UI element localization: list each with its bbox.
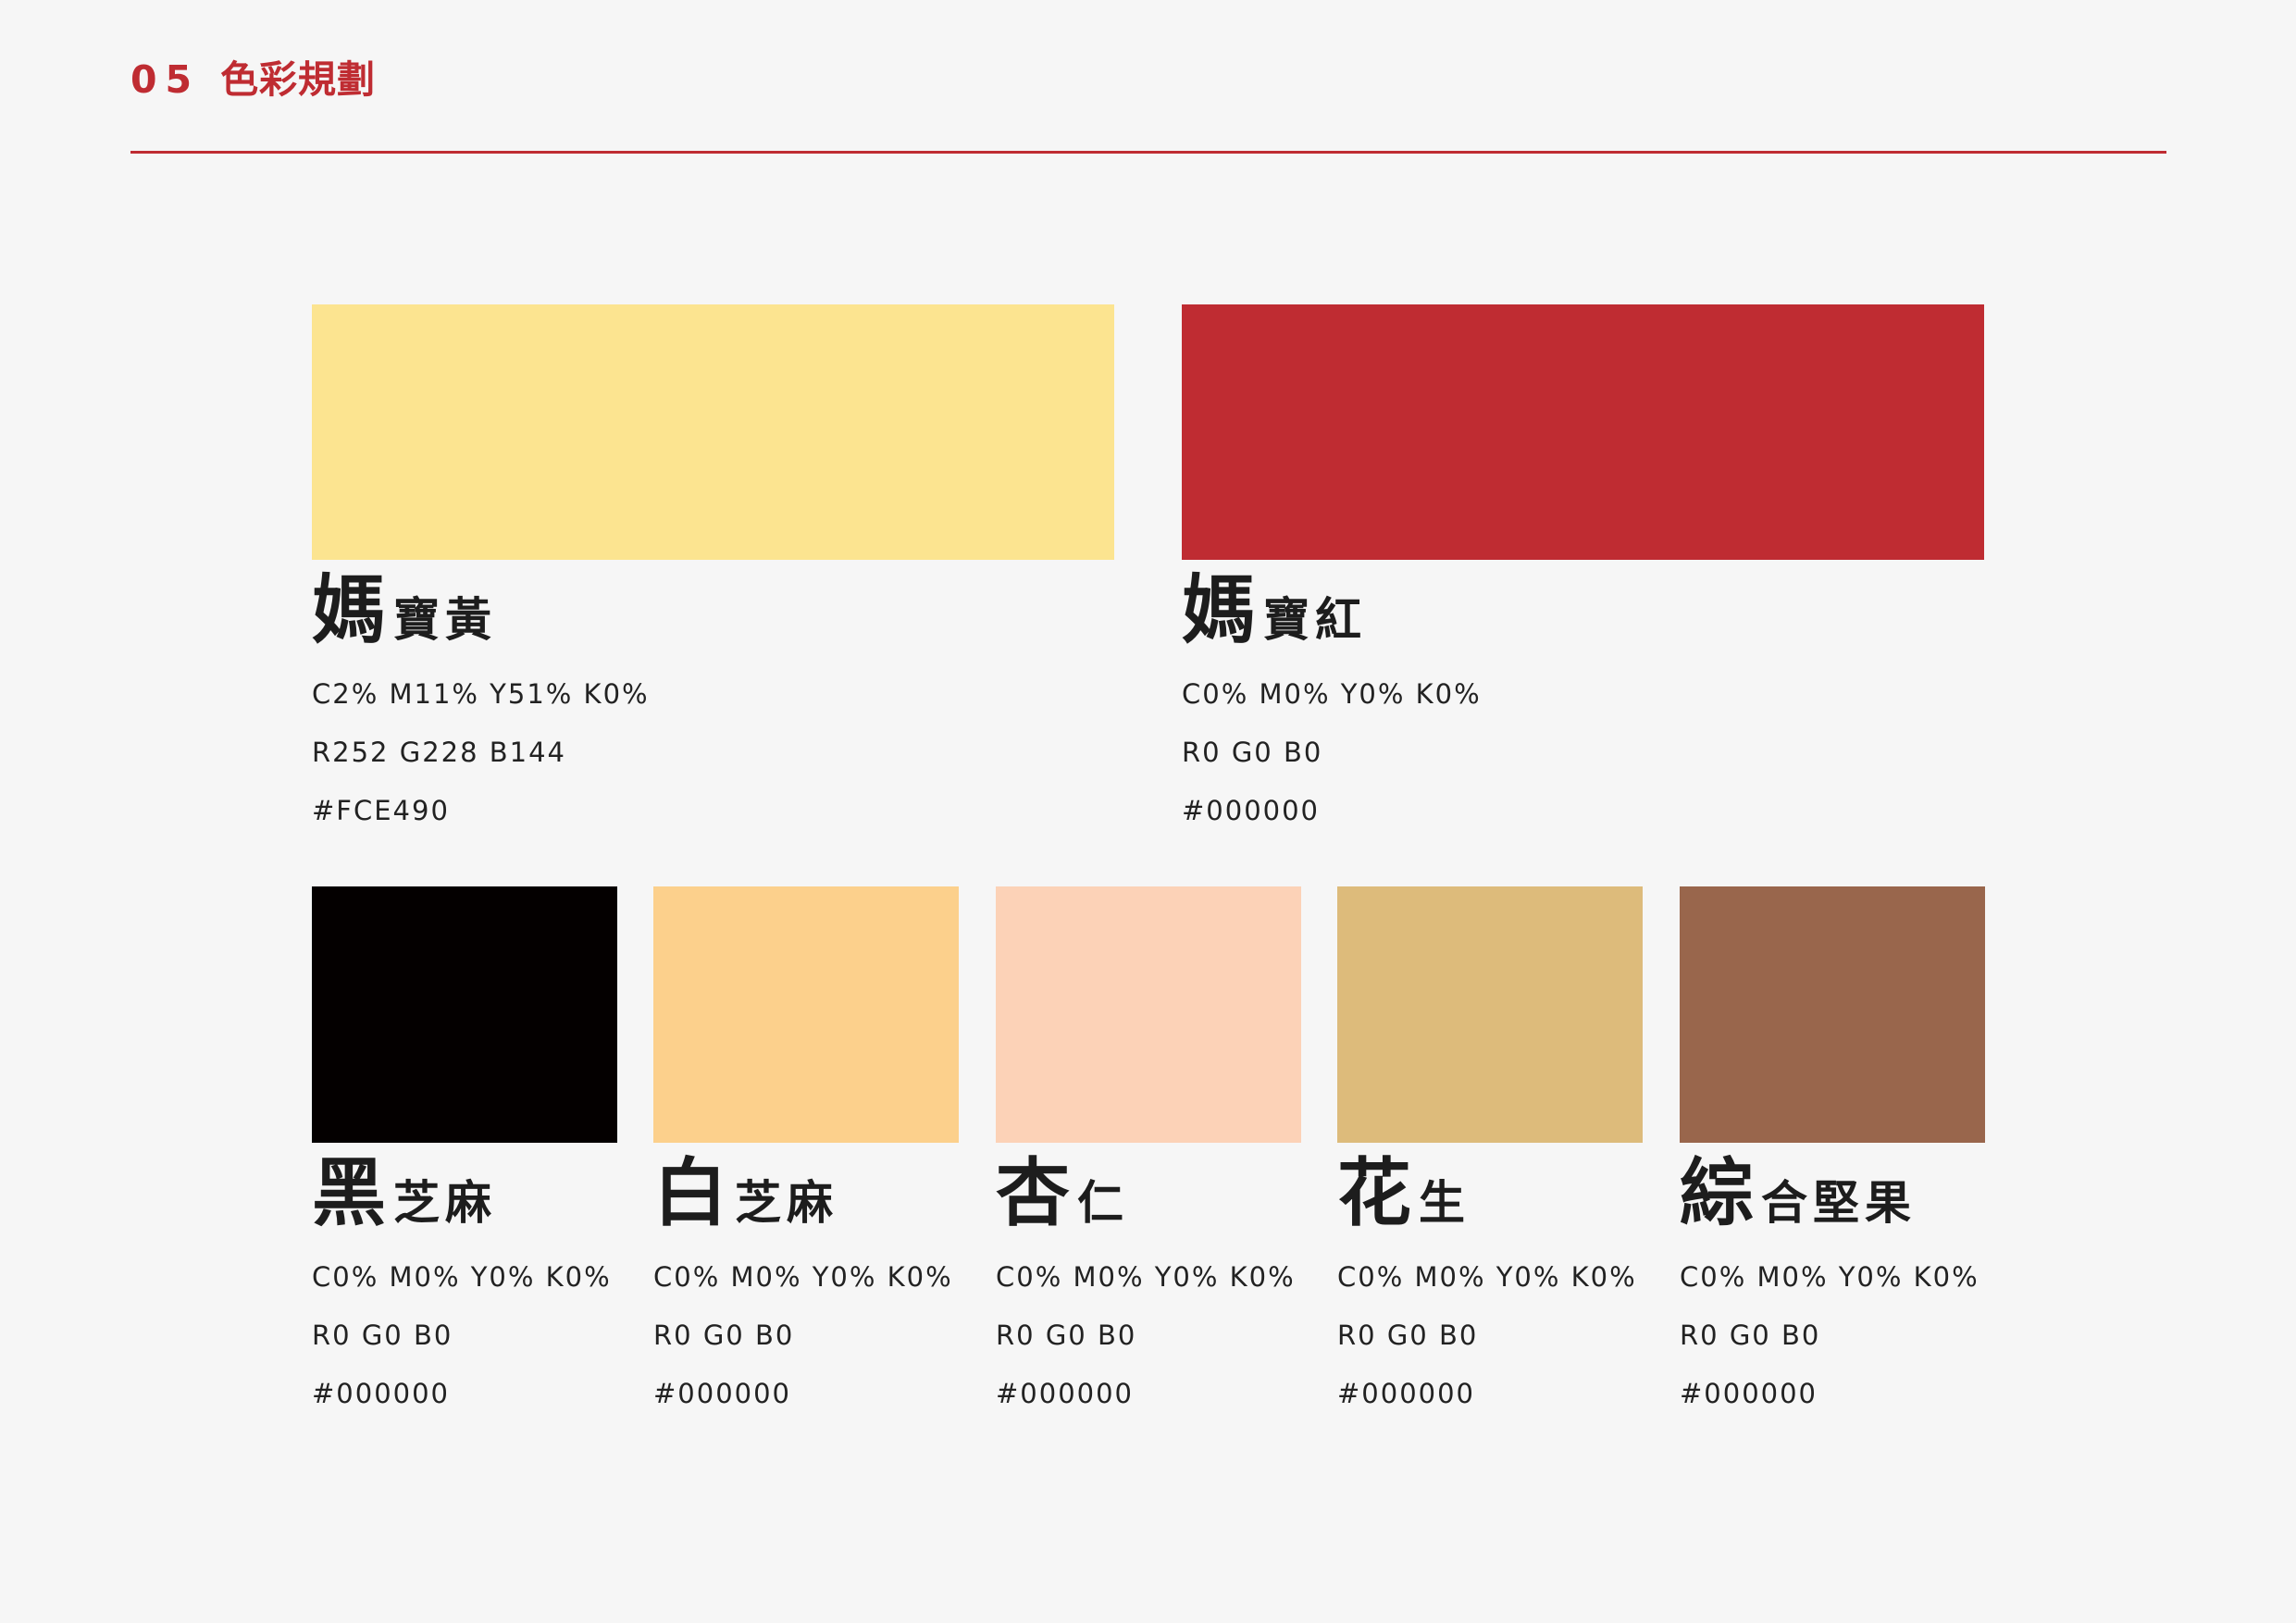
- hex-value: #000000: [1182, 795, 1321, 826]
- color-card-primary-red: 媽寶紅 C0% M0% Y0% K0% R0 G0 B0 #000000: [1182, 304, 1984, 840]
- color-card-black-sesame: 黑芝麻 C0% M0% Y0% K0% R0 G0 B0 #000000: [312, 886, 617, 1423]
- cmyk-value: C0% M0% Y0% K0%: [1182, 678, 1482, 710]
- color-card-peanut: 花生 C0% M0% Y0% K0% R0 G0 B0 #000000: [1337, 886, 1643, 1423]
- color-swatch: [1337, 886, 1643, 1143]
- rgb-value: R252 G228 B144: [312, 737, 567, 768]
- page-title: 色彩規劃: [220, 57, 377, 102]
- color-card-almond: 杏仁 C0% M0% Y0% K0% R0 G0 B0 #000000: [996, 886, 1301, 1423]
- page-header: 05 色彩規劃: [130, 48, 376, 104]
- color-name: 花生: [1337, 1156, 1643, 1230]
- color-swatch: [1182, 304, 1984, 560]
- header-divider: [130, 151, 2166, 154]
- color-name-rest: 合堅果: [1761, 1175, 1917, 1230]
- color-name-first: 媽: [312, 566, 386, 653]
- cmyk-value: C0% M0% Y0% K0%: [312, 1261, 612, 1293]
- color-name: 黑芝麻: [312, 1156, 617, 1230]
- color-name-rest: 芝麻: [735, 1175, 838, 1230]
- hex-value: #FCE490: [312, 795, 450, 826]
- rgb-value: R0 G0 B0: [653, 1319, 795, 1351]
- color-swatch: [1680, 886, 1985, 1143]
- rgb-value: R0 G0 B0: [1182, 737, 1323, 768]
- cmyk-value: C0% M0% Y0% K0%: [653, 1261, 953, 1293]
- hex-value: #000000: [653, 1378, 792, 1409]
- section-number: 05: [130, 57, 201, 102]
- color-name: 白芝麻: [653, 1156, 959, 1230]
- cmyk-value: C2% M11% Y51% K0%: [312, 678, 650, 710]
- color-name: 媽寶黃: [312, 573, 1114, 647]
- color-name-first: 綜: [1680, 1149, 1754, 1236]
- color-name-rest: 仁: [1077, 1175, 1129, 1230]
- color-name-first: 黑: [312, 1149, 386, 1236]
- color-swatch: [312, 304, 1114, 560]
- color-name: 媽寶紅: [1182, 573, 1984, 647]
- hex-value: #000000: [1680, 1378, 1818, 1409]
- color-swatch: [653, 886, 959, 1143]
- hex-value: #000000: [1337, 1378, 1476, 1409]
- color-name-rest: 生: [1419, 1175, 1471, 1230]
- rgb-value: R0 G0 B0: [1337, 1319, 1479, 1351]
- color-card-mixed-nuts: 綜合堅果 C0% M0% Y0% K0% R0 G0 B0 #000000: [1680, 886, 1985, 1423]
- color-name-first: 杏: [996, 1149, 1070, 1236]
- cmyk-value: C0% M0% Y0% K0%: [996, 1261, 1296, 1293]
- color-card-primary-yellow: 媽寶黃 C2% M11% Y51% K0% R252 G228 B144 #FC…: [312, 304, 1114, 840]
- color-name-rest: 寶黃: [393, 592, 497, 647]
- color-card-white-sesame: 白芝麻 C0% M0% Y0% K0% R0 G0 B0 #000000: [653, 886, 959, 1423]
- rgb-value: R0 G0 B0: [312, 1319, 453, 1351]
- rgb-value: R0 G0 B0: [996, 1319, 1137, 1351]
- rgb-value: R0 G0 B0: [1680, 1319, 1821, 1351]
- color-name-rest: 寶紅: [1263, 592, 1367, 647]
- color-name: 綜合堅果: [1680, 1156, 1985, 1230]
- color-name-first: 花: [1337, 1149, 1411, 1236]
- cmyk-value: C0% M0% Y0% K0%: [1680, 1261, 1980, 1293]
- color-swatch: [996, 886, 1301, 1143]
- color-name: 杏仁: [996, 1156, 1301, 1230]
- color-name-rest: 芝麻: [393, 1175, 497, 1230]
- hex-value: #000000: [996, 1378, 1135, 1409]
- color-swatch: [312, 886, 617, 1143]
- hex-value: #000000: [312, 1378, 451, 1409]
- color-name-first: 白: [653, 1149, 727, 1236]
- cmyk-value: C0% M0% Y0% K0%: [1337, 1261, 1637, 1293]
- color-name-first: 媽: [1182, 566, 1256, 653]
